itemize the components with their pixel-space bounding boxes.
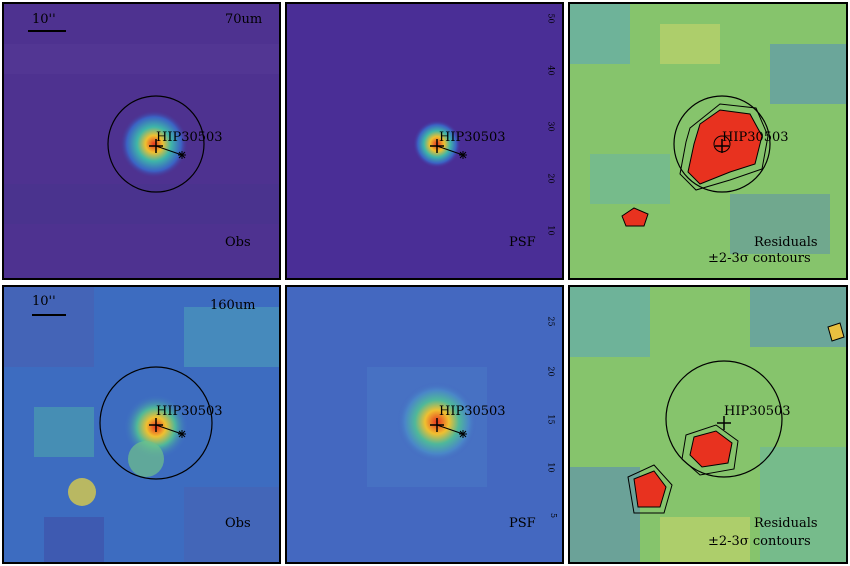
tick-label: 25 (546, 316, 556, 327)
residuals-70-image (570, 4, 846, 278)
panel-70um-obs: 10'' 70um HIP30503 Obs (2, 2, 281, 280)
panel-label: Residuals (754, 516, 818, 531)
panel-160um-obs: 10'' 160um HIP30503 Obs (2, 285, 281, 564)
panel-70um-residuals: HIP30503 Residuals ±2-3σ contours (568, 2, 848, 280)
residuals-160-image (570, 287, 846, 562)
tick-label: 50 (546, 13, 556, 24)
scalebar-label: 10'' (32, 294, 56, 309)
band-label: 70um (225, 12, 263, 27)
panel-70um-psf: HIP30503 PSF 50 40 30 20 10 (285, 2, 564, 280)
tick-label: 10 (546, 462, 556, 473)
panel-label: Obs (225, 235, 251, 250)
target-label: HIP30503 (722, 130, 789, 145)
panel-160um-residuals: HIP30503 Residuals ±2-3σ contours (568, 285, 848, 564)
obs-70-image (4, 4, 279, 278)
target-label: HIP30503 (439, 404, 506, 419)
axis-ticks: 50 40 30 20 10 (546, 4, 562, 278)
tick-label: 15 (546, 414, 556, 425)
target-label: HIP30503 (156, 130, 223, 145)
tick-label: 20 (546, 173, 556, 184)
panel-label: Obs (225, 516, 251, 531)
panel-label: Residuals (754, 235, 818, 250)
panel-label: PSF (509, 516, 536, 531)
axis-ticks: 25 20 15 10 5 (546, 287, 562, 562)
target-label: HIP30503 (156, 404, 223, 419)
tick-label: 20 (546, 366, 556, 377)
tick-label: 40 (546, 65, 556, 76)
band-label: 160um (210, 298, 256, 313)
target-label: HIP30503 (724, 404, 791, 419)
panel-sublabel: ±2-3σ contours (708, 534, 811, 549)
panel-label: PSF (509, 235, 536, 250)
target-label: HIP30503 (439, 130, 506, 145)
tick-label: 5 (548, 512, 558, 519)
obs-160-image (4, 287, 279, 562)
psf-160-image (367, 367, 487, 487)
tick-label: 30 (546, 121, 556, 132)
psf-70-image (413, 120, 467, 168)
panel-sublabel: ±2-3σ contours (708, 251, 811, 266)
tick-label: 10 (546, 225, 556, 236)
panel-160um-psf: HIP30503 PSF 25 20 15 10 5 (285, 285, 564, 564)
scalebar-label: 10'' (32, 12, 56, 27)
